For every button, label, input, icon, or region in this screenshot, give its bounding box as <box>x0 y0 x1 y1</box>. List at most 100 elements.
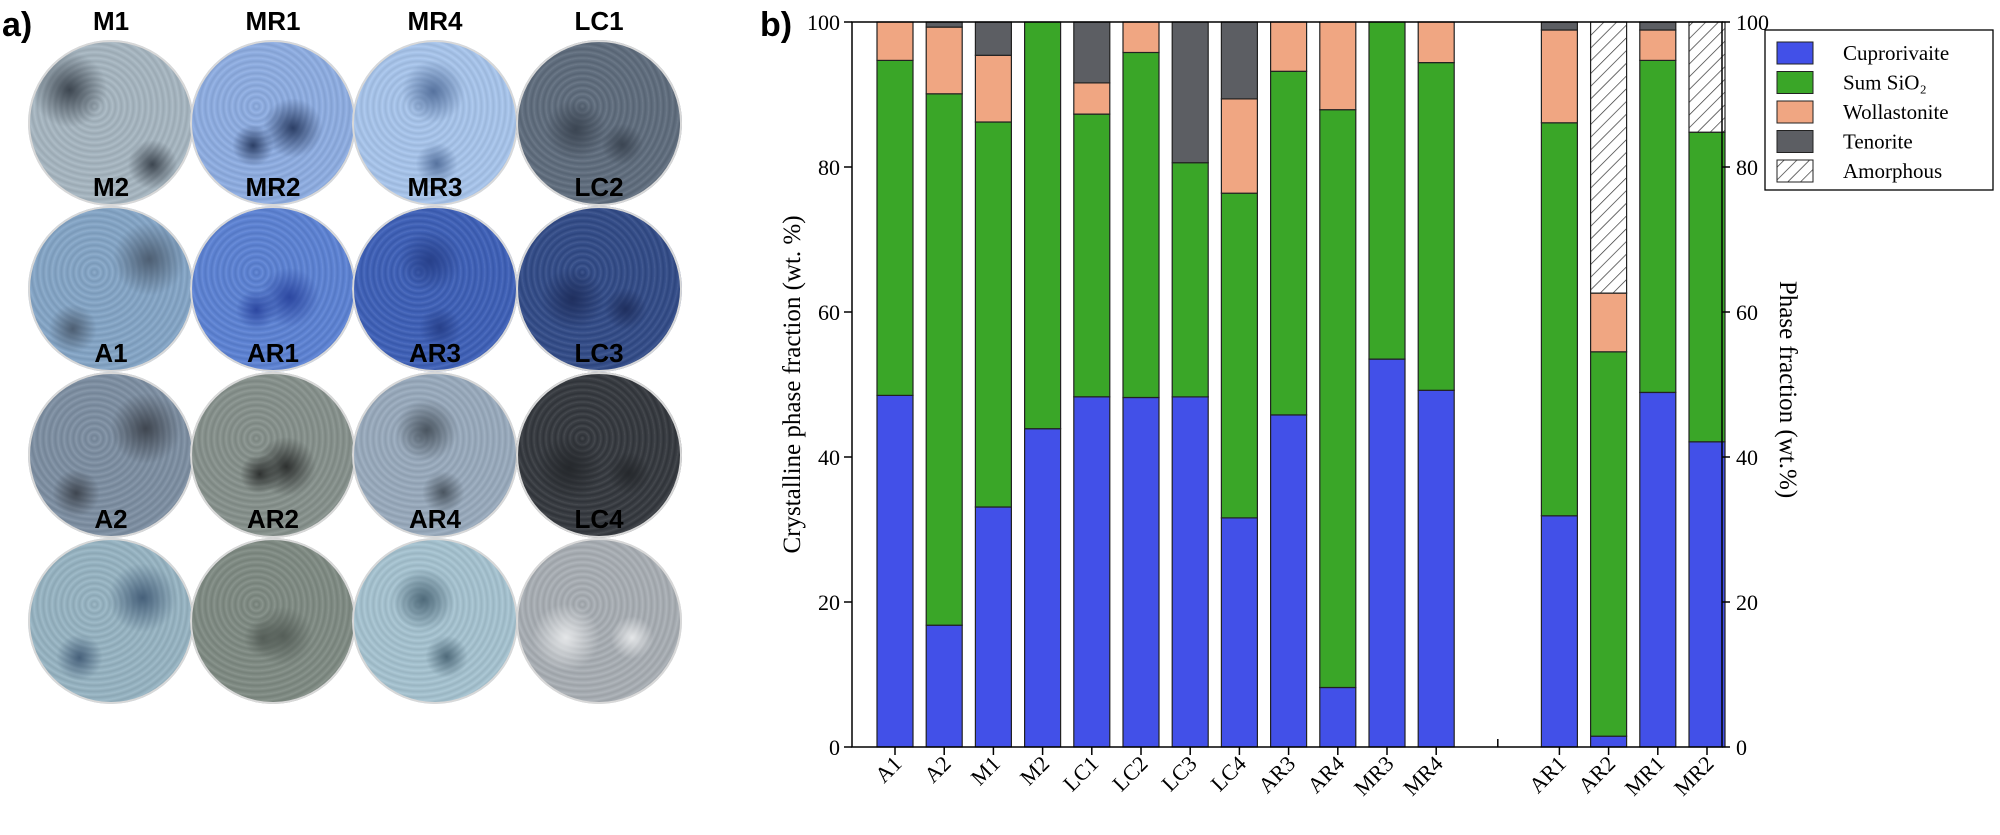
sample-photo: MR4 <box>350 6 520 206</box>
y-tick-label-right: 60 <box>1736 300 1758 325</box>
sample-name: M1 <box>92 6 130 36</box>
x-tick-label: M2 <box>1015 751 1054 790</box>
sample-photo: AR2 <box>188 504 358 704</box>
sample-name: LC1 <box>574 6 624 36</box>
sample-photo: LC1 <box>514 6 684 206</box>
x-tick-label: MR4 <box>1398 751 1448 801</box>
bar-segment-wollastonite <box>1639 29 1677 61</box>
y-tick-label-left: 0 <box>829 735 840 760</box>
sample-disc-image <box>352 372 518 538</box>
x-tick-label: AR2 <box>1573 751 1620 798</box>
bar-segment-cuprorivaite <box>1417 389 1455 748</box>
sample-name: AR4 <box>408 504 461 534</box>
bar-segment-cuprorivaite <box>925 624 963 748</box>
sample-name: A2 <box>94 504 128 534</box>
y-axis-title-right: Phase fraction (wt.%) <box>1774 281 1801 498</box>
legend-label: Wollastonite <box>1843 100 1949 124</box>
y-tick-label-right: 80 <box>1736 155 1758 180</box>
bar-segment-sum-sio2 <box>1270 70 1308 416</box>
bar-segment-sum-sio2 <box>1024 21 1062 430</box>
sample-name: A1 <box>94 338 128 368</box>
bar-segment-cuprorivaite <box>1270 414 1308 748</box>
sample-disc-image <box>516 206 682 372</box>
x-tick-label: AR1 <box>1524 751 1571 798</box>
legend-label: Tenorite <box>1843 130 1913 154</box>
bar-segment-sum-sio2 <box>1417 61 1455 391</box>
bar-segment-tenorite <box>974 21 1012 56</box>
bar-segment-cuprorivaite <box>1540 515 1579 748</box>
x-tick-label: MR2 <box>1669 751 1719 801</box>
bar-segment-wollastonite <box>1417 21 1455 64</box>
sample-name: LC3 <box>574 338 624 368</box>
bar-segment-cuprorivaite <box>1368 358 1406 748</box>
bar-segment-sum-sio2 <box>1540 122 1579 517</box>
bar-segment-tenorite <box>1639 21 1677 31</box>
bar-segment-sum-sio2 <box>1171 162 1209 398</box>
bar-segment-wollastonite <box>1122 21 1160 54</box>
x-tick-label: A1 <box>870 751 907 788</box>
x-tick-label: LC2 <box>1107 751 1152 796</box>
sample-disc-image <box>352 538 518 704</box>
bar-segment-sum-sio2 <box>925 93 963 626</box>
sample-photo-grid: M1 MR1 MR4 LC1 M2 MR2 MR3 LC2 A1 AR1 AR3 LC3 A2 AR2 AR… <box>0 0 740 835</box>
bar-segment-sum-sio2 <box>1688 131 1726 443</box>
sample-photo: LC3 <box>514 338 684 538</box>
y-tick-label-left: 100 <box>807 10 840 35</box>
bar-segment-sum-sio2 <box>1589 351 1628 737</box>
y-tick-label-right: 0 <box>1736 735 1747 760</box>
bar-segment-wollastonite <box>1270 21 1308 72</box>
x-tick-label: LC4 <box>1206 751 1251 796</box>
bar-segment-cuprorivaite <box>1639 391 1677 748</box>
sample-name: MR3 <box>407 172 463 202</box>
sample-photo: AR4 <box>350 504 520 704</box>
bar-segment-cuprorivaite <box>1220 517 1258 748</box>
bar-segment-tenorite <box>1073 21 1111 84</box>
bar-segment-sum-sio2 <box>974 121 1012 508</box>
bars-layer <box>876 21 1726 748</box>
plot-frame <box>851 21 1723 748</box>
legend-label: Amorphous <box>1843 159 1942 183</box>
sample-disc-image <box>352 206 518 372</box>
sample-disc-image <box>28 372 194 538</box>
sample-disc-image <box>516 40 682 206</box>
bar-segment-cuprorivaite <box>1589 735 1628 748</box>
legend-swatch <box>1776 100 1814 124</box>
bar-segment-cuprorivaite <box>1319 686 1357 748</box>
sample-name: AR1 <box>246 338 299 368</box>
sample-photo: MR2 <box>188 172 358 372</box>
sample-photo: LC2 <box>514 172 684 372</box>
sample-disc-image <box>28 538 194 704</box>
bar-segment-tenorite <box>1171 21 1209 164</box>
sample-photo: LC4 <box>514 504 684 704</box>
sample-photo: A1 <box>26 338 196 538</box>
sample-name: AR3 <box>408 338 461 368</box>
bar-segment-wollastonite <box>1319 21 1357 111</box>
bar-segment-wollastonite <box>974 54 1012 123</box>
legend-label: Sum SiO₂ <box>1843 71 1927 95</box>
x-tick-label: M1 <box>966 751 1005 790</box>
bar-segment-tenorite <box>1220 21 1258 100</box>
bar-segment-sum-sio2 <box>1220 192 1258 519</box>
sample-photo: MR1 <box>188 6 358 206</box>
bar-segment-tenorite <box>925 21 963 28</box>
sample-name: LC4 <box>574 504 624 534</box>
sample-photo: M1 <box>26 6 196 206</box>
bar-segment-cuprorivaite <box>1073 396 1111 748</box>
sample-name: AR2 <box>246 504 299 534</box>
legend-swatch <box>1776 41 1814 65</box>
x-tick-label: AR4 <box>1302 751 1349 798</box>
bar-segment-wollastonite <box>1073 82 1111 115</box>
legend-swatch <box>1776 130 1814 153</box>
sample-name: MR4 <box>407 6 463 36</box>
y-axis-title-left: Crystalline phase fraction (wt. %) <box>779 215 806 553</box>
x-tick-label: MR3 <box>1349 751 1399 801</box>
bar-segment-amorphous <box>1589 21 1628 294</box>
sample-name: LC2 <box>574 172 624 202</box>
sample-disc-image <box>190 206 356 372</box>
y-tick-label-right: 100 <box>1736 10 1769 35</box>
legend-swatch <box>1776 159 1814 183</box>
y-tick-label-right: 40 <box>1736 445 1758 470</box>
panel-b-label: b) <box>760 6 793 44</box>
y-tick-label-left: 60 <box>818 300 840 325</box>
bar-segment-cuprorivaite <box>1122 396 1160 748</box>
